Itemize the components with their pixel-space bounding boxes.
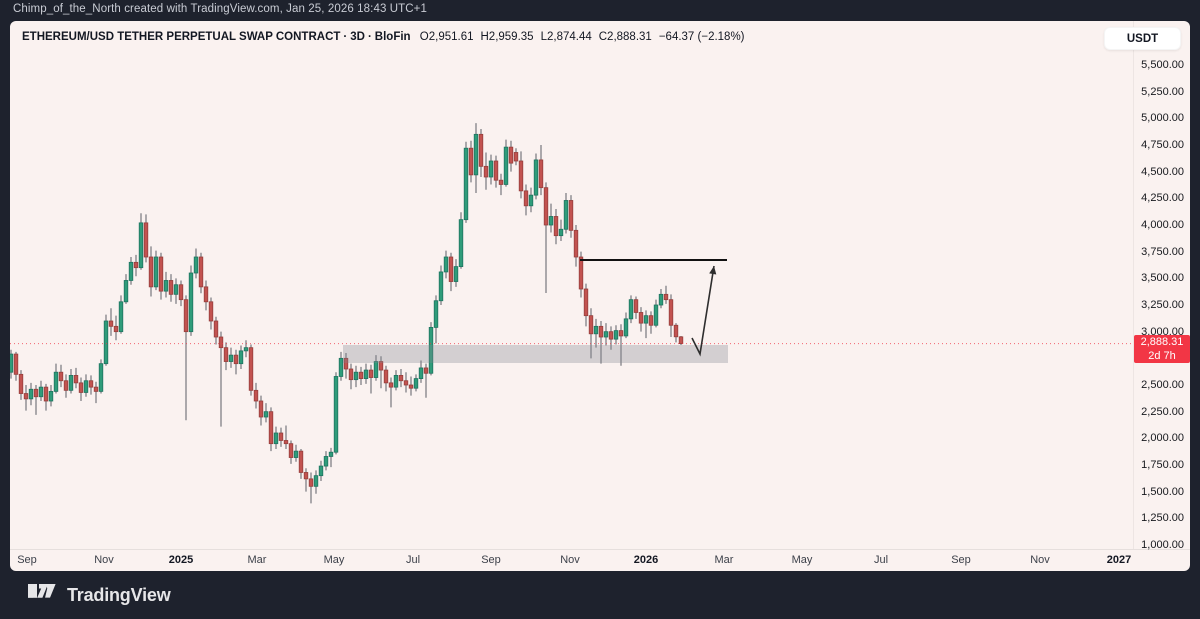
price-tick-label: 1,750.00 xyxy=(1141,459,1184,471)
time-axis-separator xyxy=(10,549,1190,550)
price-tick-label: 4,000.00 xyxy=(1141,219,1184,231)
time-tick-label: Sep xyxy=(17,554,37,566)
price-tick-label: 2,500.00 xyxy=(1141,379,1184,391)
high-value: H2,959.35 xyxy=(480,31,534,43)
time-tick-label: Nov xyxy=(1030,554,1050,566)
candlestick-chart[interactable] xyxy=(10,21,1190,571)
time-tick-label: 2025 xyxy=(168,554,194,566)
ohlc-values: O2,951.61 H2,959.35 L2,874.44 C2,888.31 −64.… xyxy=(420,31,752,43)
tradingview-logo[interactable]: TradingView xyxy=(28,584,171,607)
attribution-text: Chimp_of_the_North created with TradingV… xyxy=(13,3,427,15)
bar-countdown: 2d 7h xyxy=(1148,349,1176,362)
price-tick-label: 3,500.00 xyxy=(1141,272,1184,285)
price-tick-label: 3,750.00 xyxy=(1141,245,1184,258)
time-tick-label: Mar xyxy=(714,554,734,566)
chart-panel[interactable]: ETHEREUM/USD TETHER PERPETUAL SWAP CONTR… xyxy=(10,21,1190,571)
last-price-badge: 2,888.31 2d 7h xyxy=(1134,334,1190,363)
price-tick-label: 4,500.00 xyxy=(1141,165,1184,178)
chart-legend[interactable]: ETHEREUM/USD TETHER PERPETUAL SWAP CONTR… xyxy=(22,31,752,43)
time-tick-label: May xyxy=(323,554,345,566)
price-tick-label: 2,000.00 xyxy=(1141,432,1184,445)
time-tick-label: Sep xyxy=(951,554,971,566)
price-axis-separator xyxy=(1133,21,1134,549)
time-tick-label: Nov xyxy=(94,554,114,566)
low-value: L2,874.44 xyxy=(540,31,592,43)
change-value: −64.37 (−2.18%) xyxy=(658,31,745,43)
tradingview-logo-text: TradingView xyxy=(67,585,171,605)
price-tick-label: 1,000.00 xyxy=(1141,539,1184,551)
symbol-title[interactable]: ETHEREUM/USD TETHER PERPETUAL SWAP CONTR… xyxy=(22,31,341,43)
price-tick-label: 4,750.00 xyxy=(1141,139,1184,151)
footer-bar: TradingView xyxy=(0,571,1200,619)
time-tick-label: Jul xyxy=(873,554,889,566)
exchange-label[interactable]: BloFin xyxy=(374,31,411,43)
price-tick-label: 1,250.00 xyxy=(1141,512,1184,525)
price-tick-label: 5,500.00 xyxy=(1141,59,1184,71)
interval-label[interactable]: 3D xyxy=(350,31,365,43)
time-tick-label: Sep xyxy=(481,554,501,566)
time-tick-label: Jul xyxy=(405,554,421,566)
price-tick-label: 5,000.00 xyxy=(1141,112,1184,125)
time-tick-label: Nov xyxy=(560,554,580,566)
legend-separator: · xyxy=(343,31,348,43)
price-tick-label: 3,250.00 xyxy=(1141,299,1184,311)
last-price-value: 2,888.31 xyxy=(1140,335,1184,348)
time-tick-label: 2026 xyxy=(633,554,659,566)
time-tick-label: 2027 xyxy=(1106,554,1132,566)
price-tick-label: 5,250.00 xyxy=(1141,85,1184,98)
close-value: C2,888.31 xyxy=(598,31,652,43)
price-tick-label: 2,250.00 xyxy=(1141,405,1184,418)
price-tick-label: 1,500.00 xyxy=(1141,485,1184,498)
legend-separator: · xyxy=(367,31,372,43)
time-tick-label: Mar xyxy=(247,554,267,566)
currency-toggle-button[interactable]: USDT xyxy=(1104,27,1181,50)
tradingview-logo-icon xyxy=(28,584,56,598)
open-value: O2,951.61 xyxy=(419,31,474,43)
price-tick-label: 4,250.00 xyxy=(1141,192,1184,205)
time-tick-label: May xyxy=(791,554,813,566)
